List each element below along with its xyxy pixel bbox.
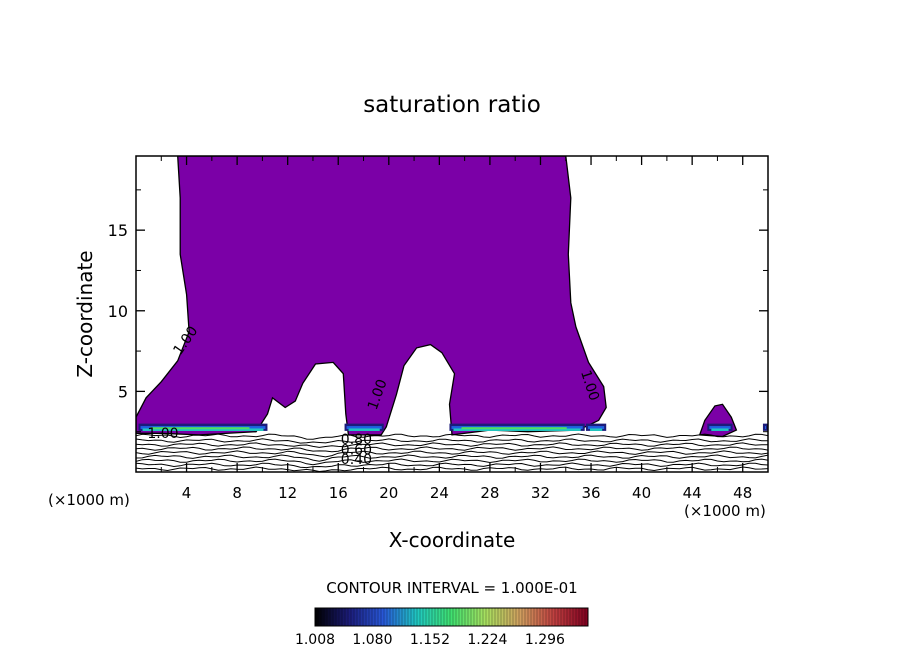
plot-area — [136, 156, 768, 472]
contour-label-4: 0.80 — [341, 432, 372, 448]
subsaturated-contour-lines — [136, 433, 768, 472]
contour-line-0 — [136, 433, 768, 440]
high-saturation-bands — [138, 423, 768, 431]
colorbar-label-4: 1.296 — [525, 632, 565, 648]
band-blue-1 — [346, 426, 382, 430]
y-axis-label: Z-coordinate — [73, 250, 97, 377]
y-tick-label-2: 15 — [108, 221, 128, 240]
contour-line-6 — [136, 458, 768, 466]
x-tick-label-6: 28 — [480, 484, 499, 502]
contour-label-6: 0.40 — [341, 452, 372, 468]
contour-line-5 — [136, 454, 768, 462]
x-tick-label-4: 20 — [379, 484, 398, 502]
x-tick-label-3: 16 — [329, 484, 348, 502]
contour-label-5: 0.60 — [341, 442, 372, 458]
contour-label-1: 1.00 — [147, 426, 178, 442]
x-tick-label-1: 8 — [232, 484, 242, 502]
contour-interval-label: CONTOUR INTERVAL = 1.000E-01 — [326, 579, 577, 597]
colorbar: 1.008 1.080 1.152 1.224 1.296 — [295, 607, 589, 648]
band-green-0 — [150, 427, 250, 430]
colorbar-label-3: 1.224 — [467, 632, 507, 648]
chart-title: saturation ratio — [363, 92, 541, 118]
colorbar-tick-labels: 1.008 1.080 1.152 1.224 1.296 — [295, 632, 565, 648]
x-axis-ticks: 4 8 12 16 20 24 28 32 36 40 44 48 — [160, 156, 752, 502]
band-cyan-2 — [453, 428, 581, 431]
x-tick-label-2: 12 — [278, 484, 297, 502]
x-tick-label-11: 48 — [733, 484, 752, 502]
contour-line-8 — [136, 466, 768, 472]
x-tick-label-9: 40 — [632, 484, 651, 502]
saturated-region — [136, 156, 607, 436]
band-cyan-1 — [348, 428, 380, 431]
band-cyan-3 — [589, 428, 603, 431]
x-tick-label-8: 36 — [581, 484, 600, 502]
contour-line-4 — [136, 450, 768, 458]
colorbar-label-1: 1.080 — [352, 632, 392, 648]
band-blue-3 — [587, 426, 605, 430]
x-axis-label: X-coordinate — [389, 528, 516, 552]
x-unit-label-right: (×1000 m) — [684, 502, 766, 520]
x-tick-label-7: 32 — [531, 484, 550, 502]
x-tick-label-10: 44 — [683, 484, 702, 502]
y-tick-label-1: 10 — [108, 302, 128, 321]
contour-line-7 — [136, 462, 768, 469]
colorbar-label-2: 1.152 — [410, 632, 450, 648]
x-tick-label-0: 4 — [182, 484, 192, 502]
contour-line-1 — [136, 438, 768, 444]
band-blue-4 — [709, 426, 731, 430]
contour-line-3 — [136, 446, 768, 453]
band-green-2 — [461, 427, 567, 430]
x-unit-label-left: (×1000 m) — [48, 491, 130, 509]
band-cyan-4 — [711, 428, 729, 431]
contour-line-2 — [136, 442, 768, 448]
plot-frame — [135, 155, 769, 473]
band-blue-5 — [764, 426, 766, 430]
colorbar-label-0: 1.008 — [295, 632, 335, 648]
small-saturated-region — [698, 403, 738, 438]
colorbar-hatching — [317, 608, 586, 626]
y-axis-ticks: 5 10 15 — [108, 189, 768, 433]
x-tick-label-5: 24 — [430, 484, 449, 502]
y-tick-label-0: 5 — [118, 382, 128, 401]
colorbar-rect — [314, 607, 589, 627]
band-cyan-0 — [142, 428, 264, 431]
